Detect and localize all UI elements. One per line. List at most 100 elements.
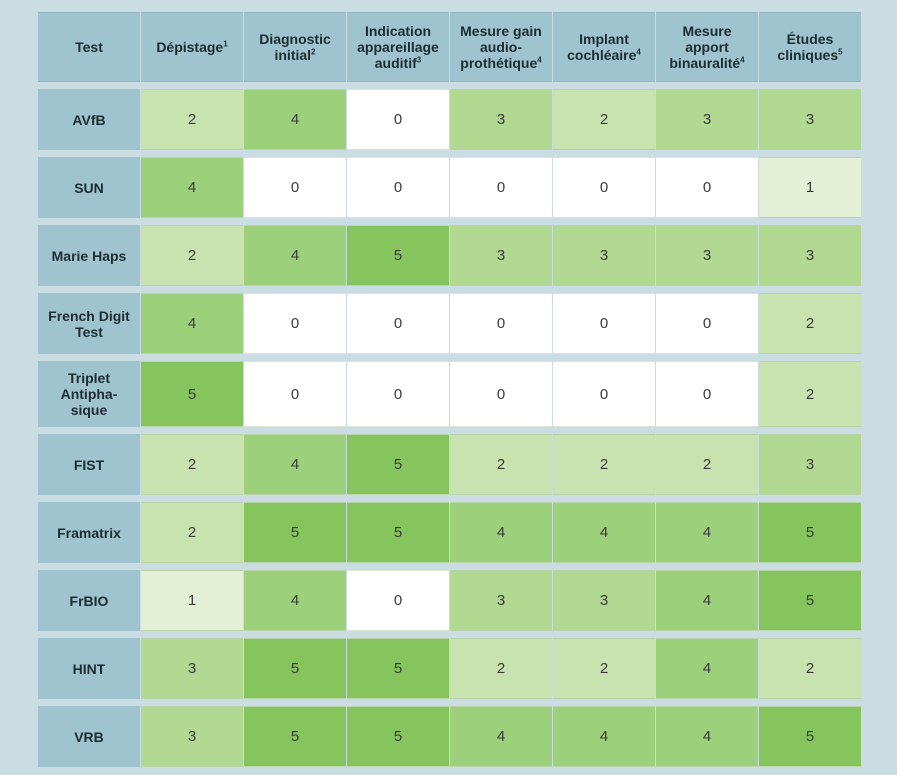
table-body: AVfB 2 4 0 3 2 3 3 SUN 4 0 0 0 0 0 1 Marie Haps 2 4 5 3 3 3 3 Fr… bbox=[38, 89, 861, 767]
score-cell-framatrix-6: 4 bbox=[656, 502, 758, 563]
header-note-mesure-gain: 4 bbox=[537, 55, 542, 65]
score-cell-marie-haps-6: 3 bbox=[656, 225, 758, 286]
table-row: Framatrix 2 5 5 4 4 4 5 bbox=[38, 502, 861, 563]
score-cell-sun-7: 1 bbox=[759, 157, 861, 218]
score-cell-marie-haps-5: 3 bbox=[553, 225, 655, 286]
score-cell-marie-haps-4: 3 bbox=[450, 225, 552, 286]
table-row: VRB 3 5 5 4 4 4 5 bbox=[38, 706, 861, 767]
score-cell-triplet-antipha-sique-4: 0 bbox=[450, 361, 552, 427]
score-cell-framatrix-4: 4 bbox=[450, 502, 552, 563]
score-cell-french-digit-test-1: 4 bbox=[141, 293, 243, 354]
header-note-mesure-binauralite: 4 bbox=[740, 55, 745, 65]
score-cell-framatrix-2: 5 bbox=[244, 502, 346, 563]
score-cell-triplet-antipha-sique-3: 0 bbox=[347, 361, 449, 427]
header-note-diagnostic-initial: 2 bbox=[311, 47, 316, 57]
row-label-french-digit-test: French Digit Test bbox=[38, 293, 140, 354]
row-label-marie-haps: Marie Haps bbox=[38, 225, 140, 286]
header-cell-diagnostic-initial: Diagnostic initial2 bbox=[244, 12, 346, 82]
score-cell-triplet-antipha-sique-7: 2 bbox=[759, 361, 861, 427]
score-cell-fist-7: 3 bbox=[759, 434, 861, 495]
score-cell-avfb-1: 2 bbox=[141, 89, 243, 150]
header-note-etudes-cliniques: 5 bbox=[838, 47, 843, 57]
score-cell-hint-4: 2 bbox=[450, 638, 552, 699]
score-cell-french-digit-test-2: 0 bbox=[244, 293, 346, 354]
score-cell-hint-3: 5 bbox=[347, 638, 449, 699]
score-cell-framatrix-7: 5 bbox=[759, 502, 861, 563]
table-header-row: Test Dépistage1 Diagnostic initial2 Indi… bbox=[38, 12, 861, 82]
table-row: AVfB 2 4 0 3 2 3 3 bbox=[38, 89, 861, 150]
score-cell-fist-1: 2 bbox=[141, 434, 243, 495]
score-cell-vrb-4: 4 bbox=[450, 706, 552, 767]
score-cell-framatrix-1: 2 bbox=[141, 502, 243, 563]
score-cell-french-digit-test-7: 2 bbox=[759, 293, 861, 354]
score-cell-avfb-5: 2 bbox=[553, 89, 655, 150]
header-cell-depistage: Dépistage1 bbox=[141, 12, 243, 82]
score-cell-framatrix-3: 5 bbox=[347, 502, 449, 563]
score-cell-sun-4: 0 bbox=[450, 157, 552, 218]
score-cell-sun-5: 0 bbox=[553, 157, 655, 218]
score-cell-french-digit-test-5: 0 bbox=[553, 293, 655, 354]
header-note-depistage: 1 bbox=[223, 39, 228, 49]
score-cell-avfb-3: 0 bbox=[347, 89, 449, 150]
score-cell-fist-4: 2 bbox=[450, 434, 552, 495]
header-cell-etudes-cliniques: Études cliniques5 bbox=[759, 12, 861, 82]
row-label-framatrix: Framatrix bbox=[38, 502, 140, 563]
table-row: SUN 4 0 0 0 0 0 1 bbox=[38, 157, 861, 218]
header-label-indication-appareillage: Indication appareillage auditif bbox=[357, 23, 439, 71]
row-label-avfb: AVfB bbox=[38, 89, 140, 150]
score-cell-vrb-6: 4 bbox=[656, 706, 758, 767]
score-cell-hint-5: 2 bbox=[553, 638, 655, 699]
score-cell-fist-3: 5 bbox=[347, 434, 449, 495]
score-cell-vrb-7: 5 bbox=[759, 706, 861, 767]
header-label-implant-cochleaire: Implant cochléaire bbox=[567, 31, 637, 63]
score-cell-frbio-1: 1 bbox=[141, 570, 243, 631]
row-label-hint: HINT bbox=[38, 638, 140, 699]
score-cell-framatrix-5: 4 bbox=[553, 502, 655, 563]
table-row: French Digit Test 4 0 0 0 0 0 2 bbox=[38, 293, 861, 354]
table-row: Marie Haps 2 4 5 3 3 3 3 bbox=[38, 225, 861, 286]
score-cell-avfb-4: 3 bbox=[450, 89, 552, 150]
header-label-diagnostic-initial: Diagnostic initial bbox=[259, 31, 331, 63]
score-table: Test Dépistage1 Diagnostic initial2 Indi… bbox=[38, 12, 861, 774]
score-cell-sun-2: 0 bbox=[244, 157, 346, 218]
table-row: HINT 3 5 5 2 2 4 2 bbox=[38, 638, 861, 699]
score-cell-triplet-antipha-sique-6: 0 bbox=[656, 361, 758, 427]
score-cell-fist-2: 4 bbox=[244, 434, 346, 495]
score-cell-hint-7: 2 bbox=[759, 638, 861, 699]
header-cell-indication-appareillage: Indication appareillage auditif3 bbox=[347, 12, 449, 82]
score-cell-marie-haps-3: 5 bbox=[347, 225, 449, 286]
row-label-triplet-antipha-sique: Triplet Antipha-sique bbox=[38, 361, 140, 427]
header-cell-test: Test bbox=[38, 12, 140, 82]
score-cell-hint-1: 3 bbox=[141, 638, 243, 699]
row-label-fist: FIST bbox=[38, 434, 140, 495]
score-cell-sun-3: 0 bbox=[347, 157, 449, 218]
header-note-indication-appareillage: 3 bbox=[416, 55, 422, 65]
score-cell-avfb-7: 3 bbox=[759, 89, 861, 150]
table-row: Triplet Antipha-sique 5 0 0 0 0 0 2 bbox=[38, 361, 861, 427]
header-cell-implant-cochleaire: Implant cochléaire4 bbox=[553, 12, 655, 82]
score-cell-avfb-2: 4 bbox=[244, 89, 346, 150]
score-cell-vrb-5: 4 bbox=[553, 706, 655, 767]
score-cell-marie-haps-2: 4 bbox=[244, 225, 346, 286]
score-cell-french-digit-test-6: 0 bbox=[656, 293, 758, 354]
score-cell-fist-5: 2 bbox=[553, 434, 655, 495]
header-note-implant-cochleaire: 4 bbox=[636, 47, 641, 57]
row-label-vrb: VRB bbox=[38, 706, 140, 767]
score-cell-triplet-antipha-sique-1: 5 bbox=[141, 361, 243, 427]
score-cell-french-digit-test-3: 0 bbox=[347, 293, 449, 354]
score-cell-marie-haps-1: 2 bbox=[141, 225, 243, 286]
score-cell-avfb-6: 3 bbox=[656, 89, 758, 150]
score-cell-sun-1: 4 bbox=[141, 157, 243, 218]
table-row: FIST 2 4 5 2 2 2 3 bbox=[38, 434, 861, 495]
score-cell-triplet-antipha-sique-2: 0 bbox=[244, 361, 346, 427]
score-cell-frbio-4: 3 bbox=[450, 570, 552, 631]
score-cell-frbio-6: 4 bbox=[656, 570, 758, 631]
score-cell-hint-6: 4 bbox=[656, 638, 758, 699]
header-cell-mesure-gain: Mesure gain audio-prothétique4 bbox=[450, 12, 552, 82]
table-row: FrBIO 1 4 0 3 3 4 5 bbox=[38, 570, 861, 631]
score-cell-vrb-3: 5 bbox=[347, 706, 449, 767]
score-cell-vrb-2: 5 bbox=[244, 706, 346, 767]
score-cell-fist-6: 2 bbox=[656, 434, 758, 495]
score-cell-triplet-antipha-sique-5: 0 bbox=[553, 361, 655, 427]
score-cell-french-digit-test-4: 0 bbox=[450, 293, 552, 354]
